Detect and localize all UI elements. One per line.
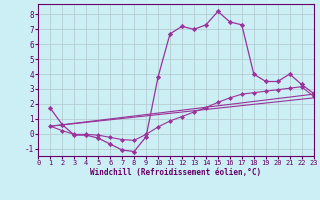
X-axis label: Windchill (Refroidissement éolien,°C): Windchill (Refroidissement éolien,°C) [91,168,261,177]
